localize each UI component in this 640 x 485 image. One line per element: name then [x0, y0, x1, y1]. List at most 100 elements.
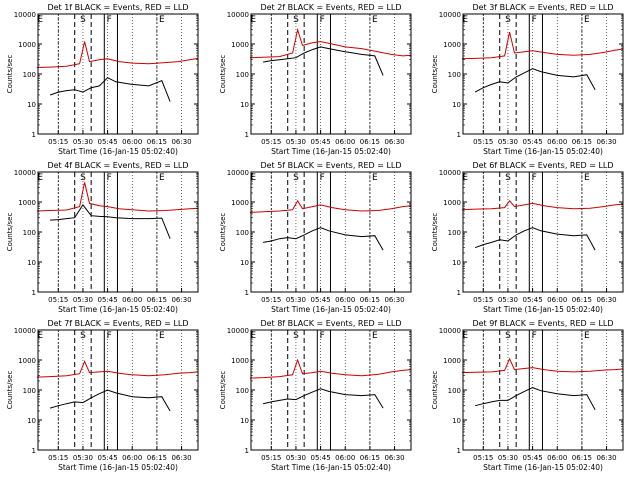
- region-label: E: [159, 173, 165, 183]
- y-tick-label: 10000: [227, 169, 249, 177]
- y-tick-label: 10000: [439, 169, 461, 177]
- region-label: F: [532, 15, 537, 25]
- x-tick-label: 06:15: [572, 138, 592, 146]
- lld-series-line: [249, 199, 412, 213]
- x-tick-label: 06:00: [122, 296, 142, 304]
- y-tick-label: 10: [240, 101, 249, 109]
- region-label: E: [462, 331, 468, 341]
- region-label: E: [37, 331, 43, 341]
- panel-title: Det 2f BLACK = Events, RED = LLD: [260, 3, 401, 12]
- events-series-line: [263, 46, 384, 76]
- x-tick-label: 06:30: [171, 454, 191, 462]
- region-label: E: [372, 331, 378, 341]
- region-label: F: [107, 331, 112, 341]
- region-label: F: [532, 331, 537, 341]
- y-tick-label: 100: [23, 229, 36, 237]
- events-series-line: [263, 227, 384, 251]
- x-tick-label: 05:30: [498, 454, 518, 462]
- y-tick-label: 100: [236, 71, 249, 79]
- x-tick-label: 05:30: [73, 138, 93, 146]
- y-tick-label: 10: [27, 101, 36, 109]
- y-tick-label: 10: [27, 417, 36, 425]
- events-series-line: [49, 77, 171, 102]
- lld-series-line: [461, 31, 624, 60]
- detector-panel: Det 1f BLACK = Events, RED = LLD E S F E 1 10 1…: [6, 3, 199, 156]
- plot-frame: [250, 329, 412, 451]
- x-tick-label: 05:15: [473, 454, 493, 462]
- region-label: E: [584, 173, 590, 183]
- detector-panel: Det 7f BLACK = Events, RED = LLD E S F E 1 10 1…: [6, 319, 199, 472]
- detector-panel: Det 9f BLACK = Events, RED = LLD E S F E 1 10 1…: [431, 319, 624, 472]
- lld-series-line: [249, 27, 412, 59]
- events-series-line: [262, 388, 384, 409]
- x-tick-label: 05:45: [522, 454, 542, 462]
- plot-frame: [250, 13, 412, 135]
- region-label: F: [532, 173, 537, 183]
- y-axis-label: Counts/sec: [219, 55, 227, 94]
- x-tick-label: 06:15: [360, 138, 380, 146]
- y-tick-label: 1: [457, 447, 461, 455]
- lld-series-line: [249, 358, 412, 379]
- x-tick-label: 05:15: [261, 296, 281, 304]
- plot-frame: [37, 329, 199, 451]
- y-axis-label: Counts/sec: [6, 55, 14, 94]
- y-tick-label: 1: [245, 131, 249, 139]
- y-tick-label: 10: [452, 259, 461, 267]
- x-tick-label: 06:00: [122, 454, 142, 462]
- y-tick-label: 100: [23, 71, 36, 79]
- region-label: S: [80, 173, 86, 183]
- x-tick-label: 06:30: [171, 296, 191, 304]
- events-series-line: [49, 389, 171, 412]
- region-label: E: [372, 173, 378, 183]
- x-tick-label: 05:30: [498, 296, 518, 304]
- y-tick-label: 100: [236, 387, 249, 395]
- y-axis-label: Counts/sec: [431, 213, 439, 252]
- region-label: F: [320, 331, 325, 341]
- x-tick-label: 06:15: [360, 454, 380, 462]
- y-tick-label: 1000: [231, 41, 249, 49]
- events-series-line: [50, 204, 171, 239]
- y-tick-label: 10000: [439, 327, 461, 335]
- x-tick-label: 06:30: [384, 138, 404, 146]
- x-axis-label: Start Time (16-Jan-15 05:02:40): [483, 305, 603, 314]
- y-axis-label: Counts/sec: [431, 55, 439, 94]
- x-tick-label: 06:15: [147, 454, 167, 462]
- x-tick-label: 06:00: [122, 138, 142, 146]
- events-series-line: [474, 387, 596, 410]
- y-tick-label: 1000: [443, 357, 461, 365]
- y-tick-label: 10: [452, 417, 461, 425]
- x-tick-label: 05:15: [473, 296, 493, 304]
- region-label: E: [372, 15, 378, 25]
- region-label: S: [80, 331, 86, 341]
- plot-frame: [462, 13, 624, 135]
- y-tick-label: 10000: [227, 11, 249, 19]
- region-label: E: [250, 173, 256, 183]
- y-tick-label: 10: [27, 259, 36, 267]
- y-axis-label: Counts/sec: [431, 371, 439, 410]
- y-tick-label: 10000: [14, 11, 36, 19]
- x-tick-label: 05:30: [286, 296, 306, 304]
- x-tick-label: 06:00: [547, 454, 567, 462]
- region-label: S: [505, 331, 511, 341]
- detector-panel: Det 6f BLACK = Events, RED = LLD E S F E 1 10 1…: [431, 161, 624, 314]
- x-tick-label: 05:30: [498, 138, 518, 146]
- plot-frame: [462, 329, 624, 451]
- x-tick-label: 06:15: [572, 454, 592, 462]
- y-tick-label: 100: [236, 229, 249, 237]
- x-tick-label: 05:45: [97, 138, 117, 146]
- x-tick-label: 05:15: [261, 454, 281, 462]
- y-tick-label: 10000: [439, 11, 461, 19]
- x-tick-label: 06:00: [547, 138, 567, 146]
- panel-title: Det 9f BLACK = Events, RED = LLD: [472, 319, 613, 328]
- x-tick-label: 06:30: [171, 138, 191, 146]
- x-tick-label: 06:00: [335, 296, 355, 304]
- y-tick-label: 10000: [14, 327, 36, 335]
- detector-panel: Det 8f BLACK = Events, RED = LLD E S F E 1 10 1…: [219, 319, 412, 472]
- events-series-line: [474, 68, 596, 93]
- panel-title: Det 7f BLACK = Events, RED = LLD: [47, 319, 188, 328]
- y-tick-label: 10000: [14, 169, 36, 177]
- region-label: E: [250, 331, 256, 341]
- region-label: E: [37, 173, 43, 183]
